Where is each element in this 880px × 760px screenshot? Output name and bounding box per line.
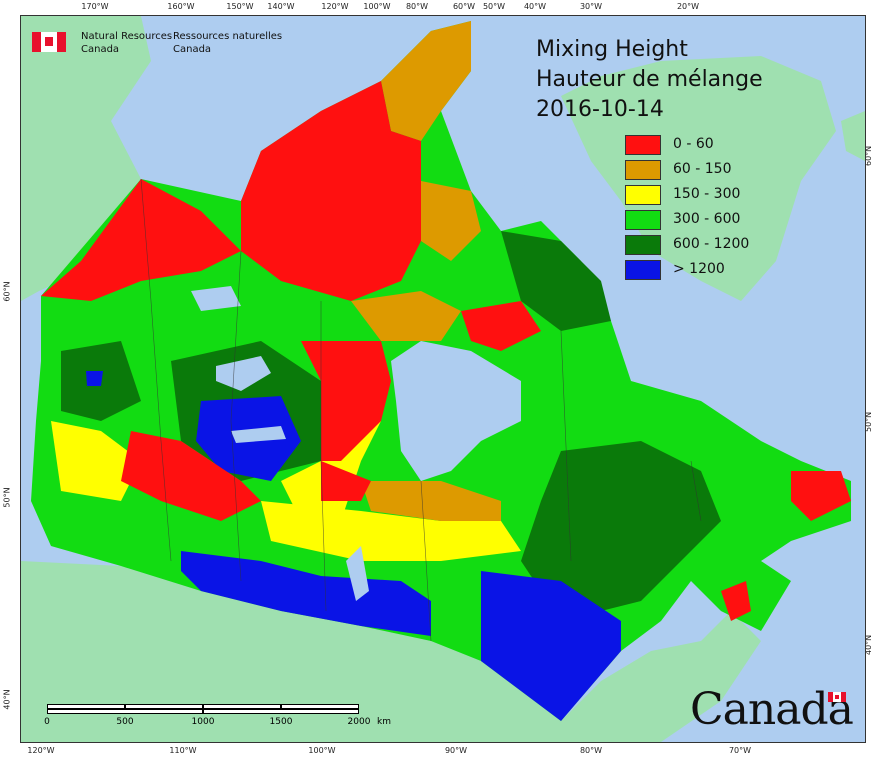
left-tick-50n: 50°N — [2, 487, 12, 508]
top-tick-100w: 100°W — [363, 2, 391, 11]
iceland-land — [841, 111, 865, 161]
baffin-orange — [421, 181, 481, 261]
labrador-darkgreen — [501, 231, 611, 331]
left-tick-40n: 40°N — [2, 689, 12, 710]
legend-swatch — [625, 210, 661, 230]
legend-label: 60 - 150 — [673, 161, 732, 177]
bc-yellow — [51, 421, 141, 501]
top-tick-140w: 140°W — [267, 2, 295, 11]
ontario-blue — [481, 571, 621, 721]
south-orange — [361, 481, 501, 521]
title-en: Mixing Height — [536, 37, 688, 62]
legend-swatch — [625, 235, 661, 255]
scale-segment — [203, 704, 281, 709]
title-date: 2016-10-14 — [536, 97, 664, 122]
nw-red — [41, 179, 241, 301]
great-slave-lake — [216, 356, 271, 391]
bottom-tick-100w: 100°W — [308, 746, 336, 755]
bottom-tick-110w: 110°W — [169, 746, 197, 755]
south-red — [321, 461, 371, 501]
bottom-tick-80w: 80°W — [579, 746, 603, 755]
scale-segment — [203, 709, 359, 714]
scale-segment — [47, 709, 203, 714]
top-tick-80w: 80°W — [405, 2, 429, 11]
lake-winnipeg — [346, 546, 369, 601]
left-tick-60n: 60°N — [2, 281, 12, 302]
scale-unit: km — [377, 717, 391, 727]
agency-en-line2: Canada — [81, 44, 120, 55]
agency-en-line1: Natural Resources — [81, 31, 173, 42]
bottom-tick-120w: 120°W — [27, 746, 55, 755]
bottom-tick-90w: 90°W — [444, 746, 468, 755]
scale-segment — [281, 704, 359, 709]
legend-swatch — [625, 135, 661, 155]
east-darkgreen — [521, 441, 721, 621]
top-tick-60w: 60°W — [452, 2, 476, 11]
arctic-orange-mid — [351, 291, 461, 341]
scale-segment — [125, 704, 203, 709]
great-bear-lake — [191, 286, 241, 311]
scale-label: 0 — [44, 717, 50, 727]
map-svg — [21, 16, 865, 742]
nunavik-red — [461, 301, 541, 351]
top-tick-170w: 170°W — [81, 2, 109, 11]
prairie-red — [121, 431, 261, 521]
yukon-blue — [86, 371, 103, 386]
title-fr: Hauteur de mélange — [536, 67, 763, 92]
legend-label: > 1200 — [673, 261, 725, 277]
baffin-bay — [481, 91, 561, 221]
bottom-tick-70w: 70°W — [728, 746, 752, 755]
central-red — [301, 341, 391, 461]
agency-fr-line2: Canada — [173, 44, 212, 55]
prairie-blue — [181, 551, 431, 636]
alaska-land — [21, 16, 151, 301]
scale-segment — [47, 704, 125, 709]
top-tick-50w: 50°W — [482, 2, 506, 11]
scale-label: 500 — [116, 717, 134, 727]
top-tick-160w: 160°W — [167, 2, 195, 11]
wordmark-text: Canada — [690, 684, 854, 735]
usa-land — [21, 561, 761, 742]
greenland-land — [561, 56, 836, 301]
top-tick-150w: 150°W — [226, 2, 254, 11]
south-yellow-band — [261, 501, 521, 561]
arctic-orange-ne — [381, 21, 471, 141]
flag-icon — [32, 32, 66, 52]
scale-label: 1000 — [191, 717, 215, 727]
legend-label: 300 - 600 — [673, 211, 741, 227]
top-tick-30w: 30°W — [579, 2, 603, 11]
legend-swatch — [625, 260, 661, 280]
scale-label: 2000 — [347, 717, 371, 727]
lake-athabasca — [231, 426, 286, 443]
maritime-red — [721, 581, 751, 621]
map-title: Mixing Height Hauteur de mélange 2016-10… — [536, 35, 763, 125]
legend-label: 600 - 1200 — [673, 236, 750, 252]
agency-fr-line1: Ressources naturelles — [173, 31, 283, 42]
map-canvas — [20, 15, 866, 743]
arctic-red — [241, 81, 421, 301]
top-tick-120w: 120°W — [321, 2, 349, 11]
legend-swatch — [625, 160, 661, 180]
top-tick-40w: 40°W — [523, 2, 547, 11]
scale-label: 1500 — [269, 717, 293, 727]
hudson-bay — [391, 341, 521, 481]
legend-label: 0 - 60 — [673, 136, 714, 152]
top-tick-20w: 20°W — [676, 2, 700, 11]
provincial-borders — [140, 178, 702, 642]
wordmark-flag-icon — [828, 692, 846, 702]
legend-swatch — [625, 185, 661, 205]
nfld-red — [791, 471, 851, 521]
legend-label: 150 - 300 — [673, 186, 741, 202]
canada-wordmark: Canada — [690, 684, 854, 735]
